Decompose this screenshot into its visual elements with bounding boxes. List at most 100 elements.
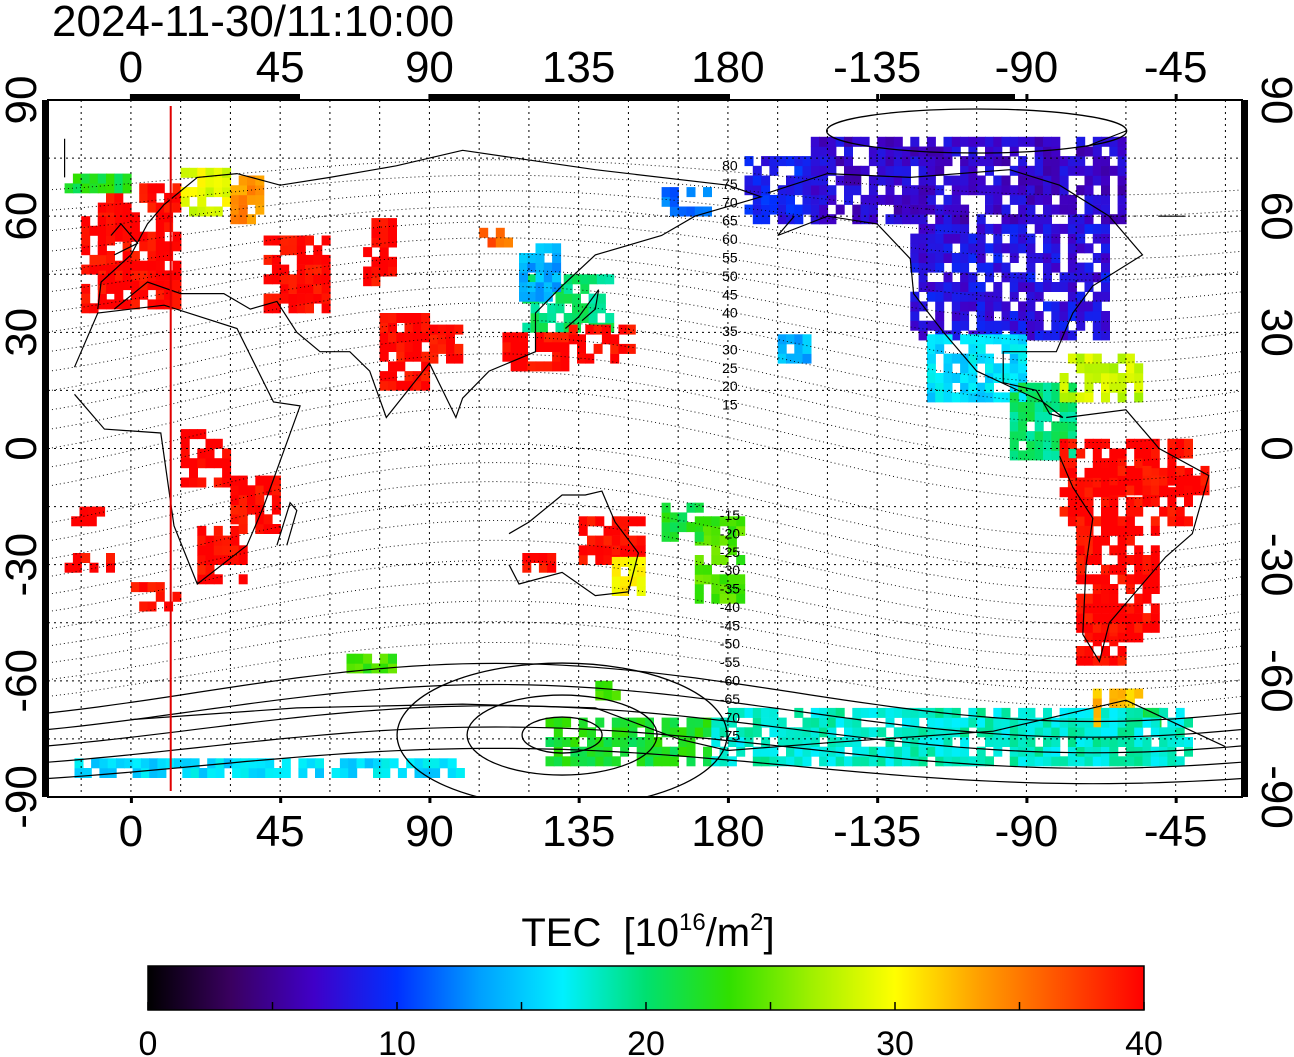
tec-cell — [578, 756, 588, 767]
mag-contour-line — [48, 190, 1242, 239]
tec-cell — [960, 392, 970, 403]
tec-cell — [1117, 448, 1127, 459]
tec-cell — [130, 270, 140, 281]
tec-cell — [190, 758, 200, 769]
tec-cell — [114, 173, 124, 184]
tec-cell — [1159, 506, 1169, 517]
tec-cell — [1167, 506, 1177, 517]
tec-cell — [1142, 448, 1152, 459]
tec-cell — [421, 380, 431, 391]
tec-cell — [1084, 707, 1094, 718]
tec-cell — [421, 313, 431, 323]
tec-cell — [1109, 727, 1119, 738]
tec-cell — [802, 727, 812, 738]
tec-cell — [155, 231, 165, 242]
tec-cell — [230, 535, 240, 546]
tec-cell — [868, 185, 878, 196]
tec-cell — [711, 593, 721, 604]
tec-cell — [968, 136, 978, 147]
tec-cell — [993, 392, 1003, 403]
tec-cell — [661, 512, 671, 523]
tec-cell — [752, 165, 762, 176]
tec-cell — [1034, 440, 1044, 451]
tec-cell — [364, 758, 374, 769]
tec-cell — [1051, 330, 1061, 341]
tec-cell — [761, 756, 771, 767]
tec-cell — [172, 280, 182, 291]
tec-cell — [519, 361, 528, 372]
contour-label: -40 — [720, 599, 740, 615]
tec-cell — [868, 204, 878, 215]
tec-cell — [645, 737, 654, 747]
tec-cell — [1059, 438, 1069, 449]
tec-cell — [189, 206, 198, 217]
tec-cell — [810, 156, 820, 167]
tec-cell — [1134, 485, 1144, 496]
tec-cell — [960, 727, 970, 738]
tec-cell — [1009, 243, 1019, 254]
tec-cell — [1026, 727, 1036, 738]
tec-cell — [72, 553, 82, 563]
tec-cell — [72, 183, 82, 194]
tec-cell — [1117, 613, 1127, 624]
tec-cell — [247, 214, 256, 225]
tec-cell — [1026, 411, 1036, 422]
tec-cell — [1167, 458, 1177, 469]
tec-cell — [620, 556, 630, 567]
tec-cell — [313, 274, 323, 285]
tec-cell — [346, 663, 356, 674]
tec-cell — [985, 392, 994, 403]
tec-cell — [993, 282, 1003, 292]
tec-cell — [777, 185, 787, 196]
tec-cell — [636, 516, 646, 527]
contour-label: 70 — [722, 194, 738, 210]
tec-cell — [81, 183, 91, 194]
tec-cell — [1067, 301, 1077, 312]
tec-cell — [555, 322, 565, 333]
tec-cell — [91, 758, 101, 769]
tec-cell — [373, 768, 382, 778]
tec-cell — [130, 260, 140, 271]
tec-cell — [610, 353, 620, 364]
tec-cell — [993, 136, 1003, 147]
tec-cell — [271, 293, 281, 304]
tec-cell — [122, 231, 132, 242]
tec-cell — [1076, 756, 1086, 767]
tec-cell — [968, 707, 978, 718]
tec-cell — [960, 223, 970, 234]
tec-cell — [918, 272, 928, 283]
tec-cell — [543, 243, 553, 254]
tec-cell — [1101, 175, 1110, 186]
tec-cell — [611, 576, 621, 587]
tec-cell — [1175, 756, 1185, 767]
tec-cell — [404, 332, 414, 343]
tec-cell — [535, 342, 545, 352]
tec-cell — [1076, 516, 1086, 527]
tec-cell — [213, 187, 223, 198]
tec-cell — [835, 717, 845, 728]
tec-cell — [1134, 506, 1144, 517]
tec-cell — [661, 187, 671, 198]
tec-cell — [1125, 622, 1135, 633]
tec-cell — [412, 380, 422, 391]
tec-cell — [263, 524, 273, 534]
tec-cell — [943, 156, 953, 167]
tec-cell — [238, 485, 248, 496]
tec-cell — [1159, 737, 1169, 747]
tec-cell — [744, 204, 754, 215]
tec-cell — [943, 373, 953, 383]
tec-cell — [99, 758, 109, 769]
tec-cell — [155, 270, 165, 281]
tec-cell — [1051, 382, 1061, 393]
tec-cell — [993, 223, 1003, 234]
tec-cell — [744, 727, 754, 738]
tec-cell — [951, 320, 961, 331]
tec-cell — [588, 274, 598, 285]
tec-cell — [1026, 272, 1036, 283]
tec-cell — [429, 324, 439, 335]
tec-cell — [885, 756, 895, 767]
tec-cell — [255, 524, 265, 534]
tec-cell — [893, 175, 903, 186]
tec-cell — [626, 343, 636, 354]
tec-cell — [1109, 622, 1119, 633]
